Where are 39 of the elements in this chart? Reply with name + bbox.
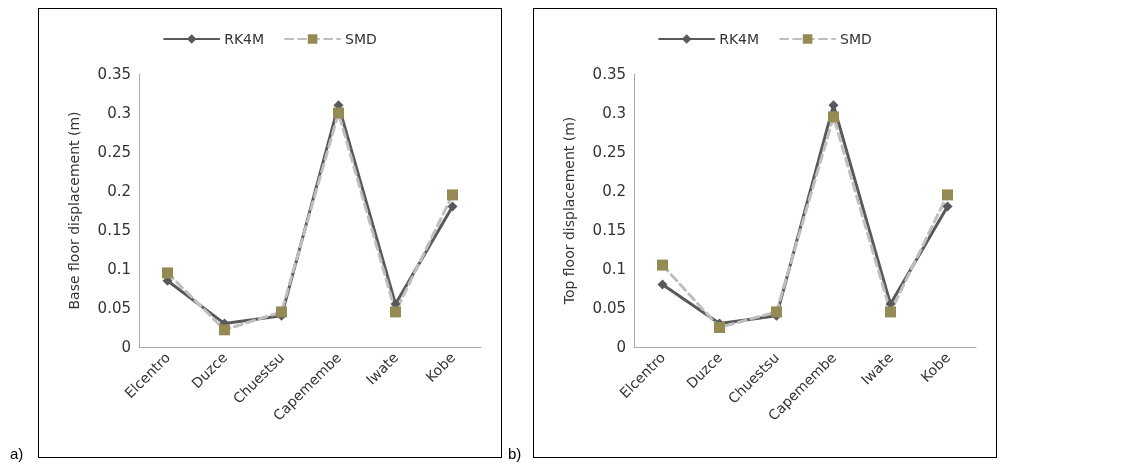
y-tick-label: 0.3 — [602, 104, 626, 122]
point — [828, 111, 839, 123]
y-axis-title: Base floor displacement (m) — [66, 111, 82, 310]
y-tick-label: 0.05 — [592, 299, 626, 317]
y-axis-title: Top floor displacement (m) — [561, 116, 577, 306]
y-tick-label: 0.05 — [97, 299, 131, 317]
y-tick-label: 0.35 — [97, 65, 131, 83]
point — [447, 201, 458, 212]
point — [942, 189, 953, 201]
legend-label: SMD — [345, 31, 377, 47]
point — [219, 324, 230, 336]
point — [276, 306, 287, 318]
y-tick-label: 0.25 — [592, 143, 626, 161]
text: a) — [10, 445, 24, 462]
y-tick-label: 0.35 — [592, 65, 626, 83]
y-tick-label: 0.15 — [97, 221, 131, 239]
y-tick-label: 0.1 — [602, 260, 626, 278]
point — [657, 259, 668, 271]
y-tick-label: 0.15 — [592, 221, 626, 239]
point — [447, 189, 458, 201]
text: b) — [508, 445, 522, 462]
y-tick-label: 0.2 — [107, 182, 131, 200]
y-tick-label: 0 — [616, 338, 626, 356]
point — [657, 279, 668, 290]
point — [942, 201, 953, 212]
y-tick-label: 0 — [121, 338, 131, 356]
point — [771, 306, 782, 318]
y-tick-label: 0.1 — [107, 260, 131, 278]
point — [885, 306, 896, 318]
y-tick-label: 0.3 — [107, 104, 131, 122]
legend-label: RK4M — [224, 31, 265, 47]
y-tick-label: 0.2 — [602, 182, 626, 200]
point — [162, 267, 173, 279]
point — [333, 107, 344, 119]
point — [714, 322, 725, 333]
point — [390, 306, 401, 318]
legend-label: RK4M — [719, 31, 760, 47]
legend-label: SMD — [840, 31, 872, 47]
y-tick-label: 0.25 — [97, 143, 131, 161]
